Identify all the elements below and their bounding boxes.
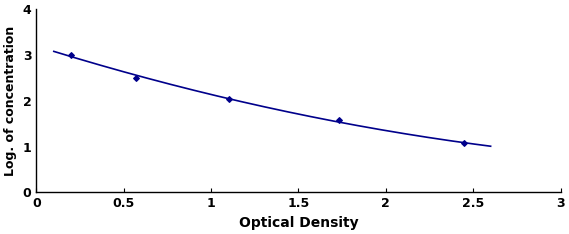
- X-axis label: Optical Density: Optical Density: [238, 216, 358, 230]
- Y-axis label: Log. of concentration: Log. of concentration: [4, 26, 17, 176]
